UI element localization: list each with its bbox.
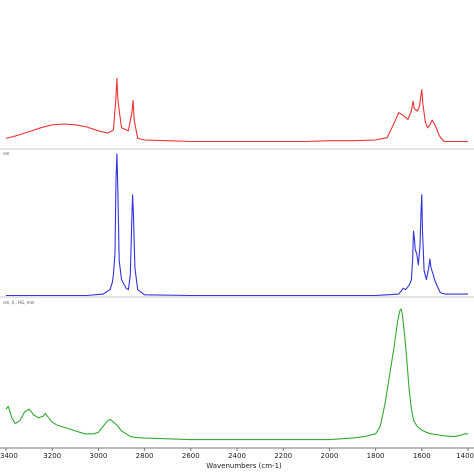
x-tick-label: 2800 bbox=[136, 452, 154, 460]
green-panel-label: nm, Il., HG, mm bbox=[3, 300, 35, 305]
x-tick-label: 2400 bbox=[228, 452, 246, 460]
x-axis-ticks: 3400 3200 3000 2800 2600 2400 2200 2000 1800 1600… bbox=[0, 448, 474, 460]
panel-blue-spectrum: nm bbox=[3, 151, 468, 297]
x-tick-label: 2200 bbox=[274, 452, 292, 460]
x-tick-label: 3000 bbox=[89, 452, 107, 460]
x-tick-label: 3400 bbox=[0, 452, 18, 460]
x-tick-label: 2000 bbox=[320, 452, 338, 460]
x-tick-label: 3200 bbox=[43, 452, 61, 460]
x-tick-label: 1600 bbox=[413, 452, 431, 460]
red-spectrum-trace bbox=[5, 77, 468, 143]
panel-green-spectrum: nm, Il., HG, mm bbox=[3, 300, 468, 441]
blue-spectrum-trace bbox=[6, 153, 468, 297]
blue-panel-label: nm bbox=[3, 151, 10, 156]
green-spectrum-trace bbox=[5, 308, 468, 441]
x-tick-label: 1800 bbox=[367, 452, 385, 460]
panel-red-spectrum bbox=[5, 77, 468, 143]
x-axis-title: Wavenumbers (cm-1) bbox=[206, 462, 282, 470]
x-tick-label: 1400 bbox=[456, 452, 474, 460]
x-tick-label: 2600 bbox=[182, 452, 200, 460]
